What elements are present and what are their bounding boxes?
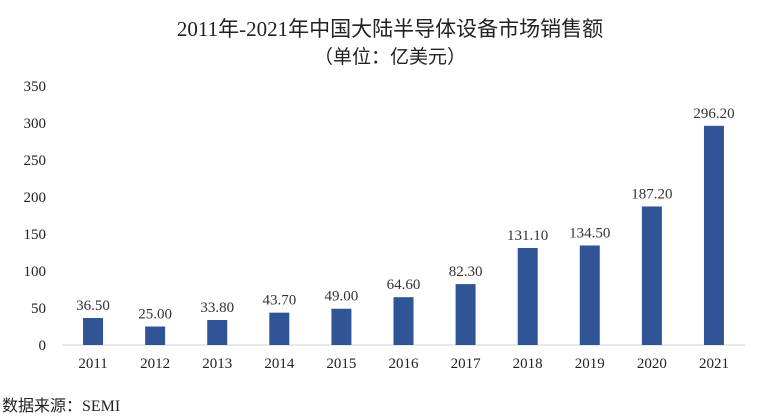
y-tick-label: 150 <box>24 227 47 243</box>
data-label-2015: 49.00 <box>325 289 359 305</box>
chart-subtitle: （单位：亿美元） <box>314 46 466 68</box>
bar-2018 <box>517 247 538 345</box>
y-tick-label: 100 <box>24 264 47 280</box>
data-label-2013: 33.80 <box>200 300 234 316</box>
bar-2013 <box>207 319 228 345</box>
bar-2017 <box>455 284 476 345</box>
x-tick-label-2019: 2019 <box>575 356 605 372</box>
y-tick-label: 0 <box>39 338 47 354</box>
data-label-2016: 64.60 <box>387 277 421 293</box>
bar-2011 <box>83 317 104 345</box>
y-tick-label: 50 <box>31 301 46 317</box>
y-tick-label: 300 <box>24 116 47 132</box>
bar-2021 <box>703 125 724 345</box>
x-tick-label-2020: 2020 <box>637 356 667 372</box>
x-tick-label-2021: 2021 <box>699 356 729 372</box>
data-label-2017: 82.30 <box>449 264 483 280</box>
bar-2020 <box>641 206 662 345</box>
x-tick-label-2016: 2016 <box>389 356 420 372</box>
data-label-2021: 296.20 <box>693 106 734 122</box>
x-tick-label-2018: 2018 <box>513 356 543 372</box>
bar-2015 <box>331 308 352 345</box>
data-label-2012: 25.00 <box>138 307 172 323</box>
x-tick-label-2017: 2017 <box>451 356 482 372</box>
y-axis: 0 50 100 150 200 250 300 350 <box>24 79 47 354</box>
chart-title: 2011年-2021年中国大陆半导体设备市场销售额 <box>177 17 603 41</box>
data-labels: 36.50 25.00 33.80 43.70 49.00 64.60 82.30 131.1… <box>76 106 734 323</box>
data-label-2011: 36.50 <box>76 298 110 314</box>
data-label-2014: 43.70 <box>262 293 296 309</box>
y-tick-label: 200 <box>24 190 47 206</box>
x-tick-label-2015: 2015 <box>326 356 356 372</box>
bar-series <box>83 125 724 345</box>
data-label-2020: 187.20 <box>631 186 672 202</box>
x-tick-label-2014: 2014 <box>264 356 295 372</box>
x-tick-label-2012: 2012 <box>140 356 170 372</box>
bar-2012 <box>145 326 166 345</box>
data-label-2019: 134.50 <box>569 225 610 241</box>
x-tick-label-2013: 2013 <box>202 356 232 372</box>
bar-2019 <box>579 245 600 345</box>
bar-2016 <box>393 297 414 345</box>
x-axis: 2011 2012 2013 2014 2015 2016 2017 2018 2019 2020… <box>62 344 745 372</box>
source-note: 数据来源：SEMI <box>2 397 120 415</box>
y-tick-label: 350 <box>24 79 47 95</box>
data-label-2018: 131.10 <box>507 228 548 244</box>
y-tick-label: 250 <box>24 153 47 169</box>
x-tick-label-2011: 2011 <box>78 356 107 372</box>
bar-2014 <box>269 312 290 345</box>
